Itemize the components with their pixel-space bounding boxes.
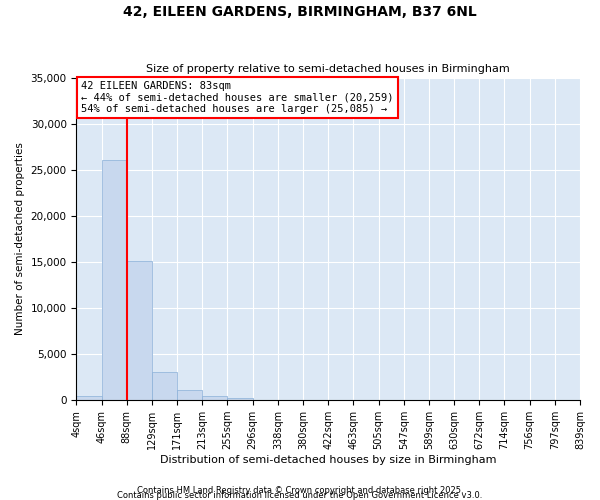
Bar xyxy=(202,396,227,400)
Text: Contains public sector information licensed under the Open Government Licence v3: Contains public sector information licen… xyxy=(118,490,482,500)
Bar xyxy=(127,261,152,400)
Title: Size of property relative to semi-detached houses in Birmingham: Size of property relative to semi-detach… xyxy=(146,64,510,74)
Y-axis label: Number of semi-detached properties: Number of semi-detached properties xyxy=(15,142,25,336)
Bar xyxy=(152,372,177,400)
Text: Contains HM Land Registry data © Crown copyright and database right 2025.: Contains HM Land Registry data © Crown c… xyxy=(137,486,463,495)
Text: 42 EILEEN GARDENS: 83sqm
← 44% of semi-detached houses are smaller (20,259)
54% : 42 EILEEN GARDENS: 83sqm ← 44% of semi-d… xyxy=(82,81,394,114)
Bar xyxy=(227,398,253,400)
X-axis label: Distribution of semi-detached houses by size in Birmingham: Distribution of semi-detached houses by … xyxy=(160,455,496,465)
Bar xyxy=(177,390,202,400)
Text: 42, EILEEN GARDENS, BIRMINGHAM, B37 6NL: 42, EILEEN GARDENS, BIRMINGHAM, B37 6NL xyxy=(123,5,477,19)
Bar xyxy=(101,160,127,400)
Bar xyxy=(76,396,101,400)
